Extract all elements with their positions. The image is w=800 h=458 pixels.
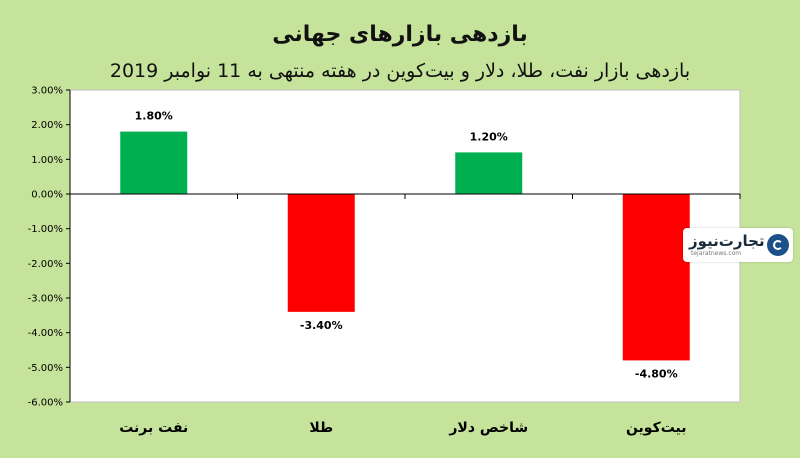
y-tick-label: 1.00% xyxy=(31,155,63,166)
x-tick-label: شاخص دلار xyxy=(448,420,528,436)
bar xyxy=(455,152,523,194)
y-tick-label: 0.00% xyxy=(31,190,63,201)
bar xyxy=(120,131,188,194)
bars xyxy=(120,131,690,361)
y-tick-label: -5.00% xyxy=(28,363,63,374)
y-axis: 3.00% 2.00% 1.00% 0.00% -1.00% -2.00% -3.00% -4… xyxy=(28,86,71,409)
x-tick-label: نفت برنت xyxy=(119,420,188,436)
y-tick-label: -2.00% xyxy=(28,259,63,270)
data-label: 1.80% xyxy=(135,110,173,123)
data-label: -4.80% xyxy=(635,367,678,380)
x-axis: نفت برنت طلا شاخص دلار بیت‌کوین xyxy=(69,193,741,436)
logo-url: tejaratnews.com xyxy=(691,250,742,257)
y-tick-label: -1.00% xyxy=(28,224,63,235)
x-tick-label: بیت‌کوین xyxy=(626,420,687,436)
y-tick-label: -3.00% xyxy=(28,294,63,305)
data-labels: 1.80% -3.40% 1.20% -4.80% xyxy=(135,110,678,381)
y-tick-label: 3.00% xyxy=(31,86,63,97)
tejaratnews-logo-icon xyxy=(767,234,789,256)
logo-name: تجارت‌نیوز xyxy=(689,232,765,250)
y-tick-label: -4.00% xyxy=(28,328,63,339)
x-tick-label: طلا xyxy=(309,420,333,436)
y-tick-label: -6.00% xyxy=(28,398,63,409)
chart-title: بازدهی بازارهای جهانی xyxy=(272,22,528,47)
data-label: -3.40% xyxy=(300,319,343,332)
bar xyxy=(287,194,355,312)
tejaratnews-logo: تجارت‌نیوز tejaratnews.com xyxy=(683,228,793,262)
chart-subtitle: بازدهی بازار نفت، طلا، دلار و بیت‌کوین د… xyxy=(109,60,691,82)
y-tick-label: 2.00% xyxy=(31,120,63,131)
bar xyxy=(622,194,690,361)
data-label: 1.20% xyxy=(470,130,508,143)
